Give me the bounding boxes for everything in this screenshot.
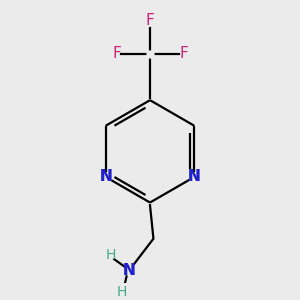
Text: H: H	[105, 248, 116, 262]
Text: H: H	[117, 285, 127, 299]
Text: F: F	[179, 46, 188, 62]
Text: N: N	[188, 169, 201, 184]
Text: N: N	[188, 169, 201, 184]
Text: N: N	[122, 263, 135, 278]
Text: N: N	[99, 169, 112, 184]
Text: N: N	[122, 263, 135, 278]
Text: F: F	[146, 13, 154, 28]
Text: F: F	[112, 46, 121, 62]
Text: N: N	[99, 169, 112, 184]
